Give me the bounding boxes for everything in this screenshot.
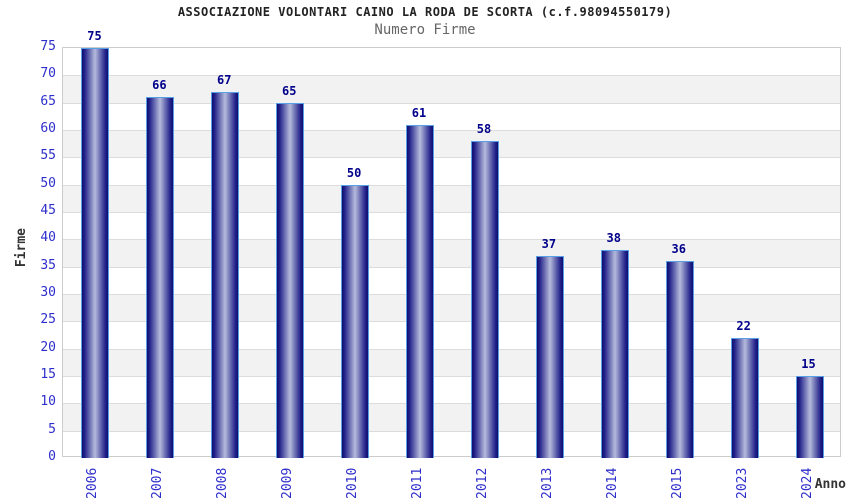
x-tick-label: 2015 bbox=[669, 467, 685, 499]
y-tick-label: 20 bbox=[40, 339, 56, 355]
gridline bbox=[63, 212, 840, 213]
x-tick-label: 2012 bbox=[474, 467, 490, 499]
bar bbox=[535, 255, 564, 458]
y-tick-label: 0 bbox=[48, 449, 56, 464]
x-tick-label: 2008 bbox=[215, 467, 231, 499]
y-tick-label: 55 bbox=[40, 148, 56, 164]
y-tick-label: 75 bbox=[40, 39, 56, 54]
y-tick-label: 10 bbox=[40, 394, 56, 410]
bar-value-label: 22 bbox=[736, 318, 751, 333]
chart-title: ASSOCIAZIONE VOLONTARI CAINO LA RODA DE … bbox=[177, 5, 673, 19]
gridline bbox=[63, 430, 840, 432]
gridline bbox=[63, 157, 840, 159]
x-tick-label: 2010 bbox=[345, 467, 361, 499]
bar bbox=[406, 124, 435, 458]
bar bbox=[665, 261, 694, 458]
x-tick-label: 2023 bbox=[734, 467, 750, 499]
bar-value-label: 36 bbox=[671, 242, 686, 257]
bar-value-label: 66 bbox=[152, 78, 167, 93]
band bbox=[63, 184, 840, 212]
gridline bbox=[63, 403, 840, 405]
band bbox=[63, 130, 840, 158]
bar bbox=[146, 97, 175, 458]
x-tick-label: 2011 bbox=[410, 467, 426, 499]
x-tick-label: 2006 bbox=[85, 467, 101, 499]
y-tick-label: 5 bbox=[48, 421, 56, 437]
x-tick-label: 2007 bbox=[150, 467, 166, 499]
gridline bbox=[63, 321, 840, 323]
bar-value-label: 65 bbox=[281, 83, 297, 98]
bar-value-label: 38 bbox=[606, 231, 621, 246]
bar bbox=[81, 48, 110, 458]
bar bbox=[211, 91, 240, 458]
y-tick-label: 45 bbox=[40, 203, 56, 218]
band bbox=[63, 403, 840, 431]
y-tick-label: 50 bbox=[40, 175, 56, 191]
y-tick-label: 15 bbox=[40, 367, 56, 382]
band bbox=[63, 348, 840, 376]
gridline bbox=[63, 348, 840, 350]
bar bbox=[341, 184, 370, 458]
plot-area bbox=[62, 47, 841, 458]
gridline bbox=[63, 184, 840, 186]
band bbox=[63, 294, 840, 322]
y-tick-label: 65 bbox=[40, 93, 56, 109]
gridline bbox=[63, 266, 840, 268]
y-tick-label: 35 bbox=[40, 257, 56, 273]
x-axis-label: Anno bbox=[814, 477, 846, 492]
x-tick-label: 2024 bbox=[799, 467, 815, 499]
gridline bbox=[63, 75, 840, 77]
x-tick-label: 2014 bbox=[604, 467, 620, 499]
bar bbox=[276, 102, 305, 458]
bar bbox=[470, 140, 499, 458]
bar bbox=[730, 337, 759, 458]
gridline bbox=[63, 102, 840, 104]
y-tick-label: 60 bbox=[40, 121, 56, 136]
bar bbox=[600, 250, 629, 458]
chart-subtitle: Numero Firme bbox=[374, 22, 476, 38]
y-tick-label: 40 bbox=[40, 230, 56, 246]
bar-value-label: 37 bbox=[541, 236, 557, 251]
y-tick-label: 30 bbox=[40, 285, 56, 300]
bar-value-label: 75 bbox=[87, 29, 102, 43]
gridline bbox=[63, 239, 840, 241]
bar-value-label: 15 bbox=[801, 357, 816, 371]
x-tick-label: 2009 bbox=[280, 467, 296, 499]
bar-value-label: 67 bbox=[217, 72, 232, 87]
y-tick-label: 70 bbox=[40, 66, 56, 82]
gridline bbox=[63, 376, 840, 377]
bar-value-label: 50 bbox=[346, 165, 362, 180]
x-tick-label: 2013 bbox=[539, 467, 555, 499]
bar bbox=[795, 376, 824, 458]
band bbox=[63, 239, 840, 267]
gridline bbox=[63, 130, 840, 131]
band bbox=[63, 75, 840, 103]
y-tick-label: 25 bbox=[40, 312, 56, 328]
gridline bbox=[63, 294, 840, 295]
bar-value-label: 61 bbox=[411, 105, 427, 120]
bar-value-label: 58 bbox=[476, 121, 492, 136]
